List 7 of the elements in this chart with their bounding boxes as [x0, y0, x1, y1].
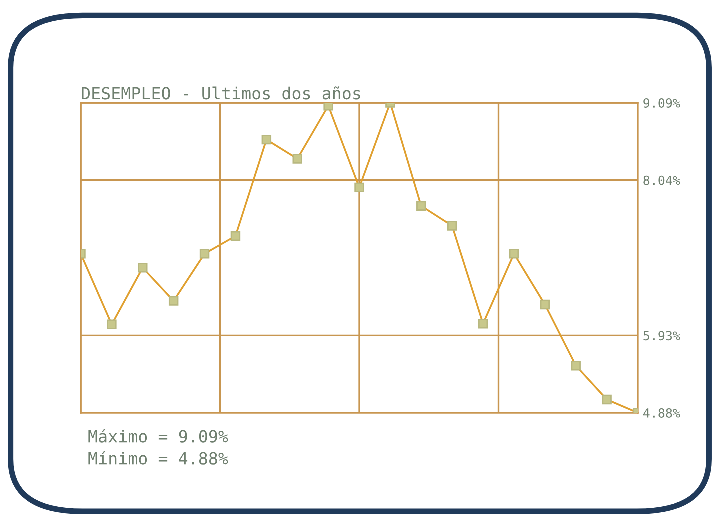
y-tick-label: 5.93%	[644, 331, 680, 341]
y-tick-label: 4.88%	[643, 408, 680, 418]
text: Mínimo = 4.88%	[88, 451, 228, 465]
y-tick-label: 8.04%	[644, 176, 680, 186]
y-tick-label: 9.09%	[644, 98, 680, 108]
chart-title: DESEMPLEO - Ultimos dos años	[82, 86, 360, 100]
text: Máximo = 9.09%	[88, 429, 228, 443]
